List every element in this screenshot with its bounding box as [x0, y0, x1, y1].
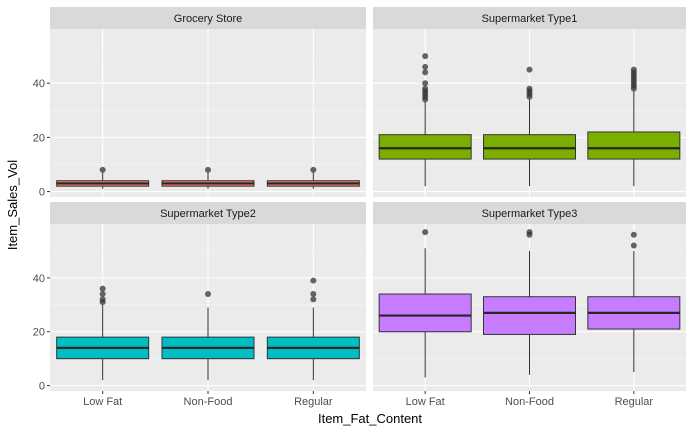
facet-supermarket-type2: Supermarket Type2 0 20 40 Low Fat Non-Food Reg… — [33, 202, 366, 408]
outlier-point — [99, 166, 106, 173]
outlier-point — [205, 291, 211, 298]
outlier-point — [99, 296, 106, 303]
box-low-fat — [56, 285, 150, 381]
x-tick-label: Low Fat — [83, 396, 122, 408]
box-non-food — [161, 291, 255, 381]
facet-strip-supermarket-type1 — [373, 7, 686, 29]
outlier-point — [526, 66, 533, 73]
box-non-food — [483, 229, 576, 375]
y-tick-label: 40 — [33, 273, 45, 285]
box-non-food — [161, 166, 255, 189]
x-tick-label: Regular — [294, 396, 333, 408]
outlier-point — [310, 291, 317, 298]
facet-title: Supermarket Type1 — [482, 13, 578, 25]
outlier-point — [310, 296, 317, 303]
outlier-point — [630, 242, 637, 249]
box-regular — [587, 66, 681, 187]
outlier-point — [526, 85, 533, 92]
outlier-point — [526, 229, 533, 236]
box-low-fat — [56, 166, 150, 189]
x-tick-label: Non-Food — [505, 396, 554, 408]
box-body — [378, 293, 472, 333]
box-regular — [266, 277, 360, 381]
box-body — [483, 296, 576, 335]
box-regular — [266, 166, 360, 189]
outlier-point — [630, 66, 637, 73]
y-tick-label: 20 — [33, 327, 45, 339]
x-tick-label: Non-Food — [184, 396, 233, 408]
facet-title: Supermarket Type3 — [482, 208, 578, 220]
outlier-point — [422, 53, 429, 60]
box-body — [483, 134, 576, 160]
facet-strip-grocery-store — [50, 7, 366, 29]
y-axis-title: Item_Sales_Vol — [5, 160, 20, 250]
facet-strip-supermarket-type2 — [50, 202, 366, 224]
y-tick-label: 20 — [33, 132, 45, 144]
outlier-point — [205, 166, 211, 173]
outlier-point — [99, 285, 106, 292]
x-tick-label: Low Fat — [406, 396, 445, 408]
outlier-point — [422, 229, 429, 236]
outlier-point — [422, 85, 429, 92]
facet-supermarket-type3: Supermarket Type3 Low Fat Non-Food Regular — [373, 202, 686, 408]
x-tick-label: Regular — [615, 396, 654, 408]
box-body — [587, 131, 681, 160]
outlier-point — [422, 80, 429, 87]
facet-title: Grocery Store — [174, 13, 242, 25]
box-regular — [587, 231, 681, 373]
box-low-fat — [378, 229, 472, 378]
x-axis-title: Item_Fat_Content — [318, 411, 422, 426]
y-tick-label: 0 — [39, 187, 45, 199]
box-non-food — [483, 66, 576, 187]
outlier-point — [630, 231, 637, 238]
facet-title: Supermarket Type2 — [160, 208, 256, 220]
facet-supermarket-type1: Supermarket Type1 — [373, 7, 686, 197]
outlier-point — [422, 63, 429, 70]
box-body — [378, 134, 472, 160]
outlier-point — [310, 166, 317, 173]
y-tick-label: 40 — [33, 78, 45, 90]
box-low-fat — [378, 53, 472, 187]
outlier-point — [422, 69, 429, 76]
facet-grocery-store: Grocery Store 0 20 40 — [33, 7, 366, 199]
outlier-point — [310, 277, 317, 284]
facet-strip-supermarket-type3 — [373, 202, 686, 224]
y-tick-label: 0 — [39, 381, 45, 393]
outlier-point — [99, 291, 106, 298]
